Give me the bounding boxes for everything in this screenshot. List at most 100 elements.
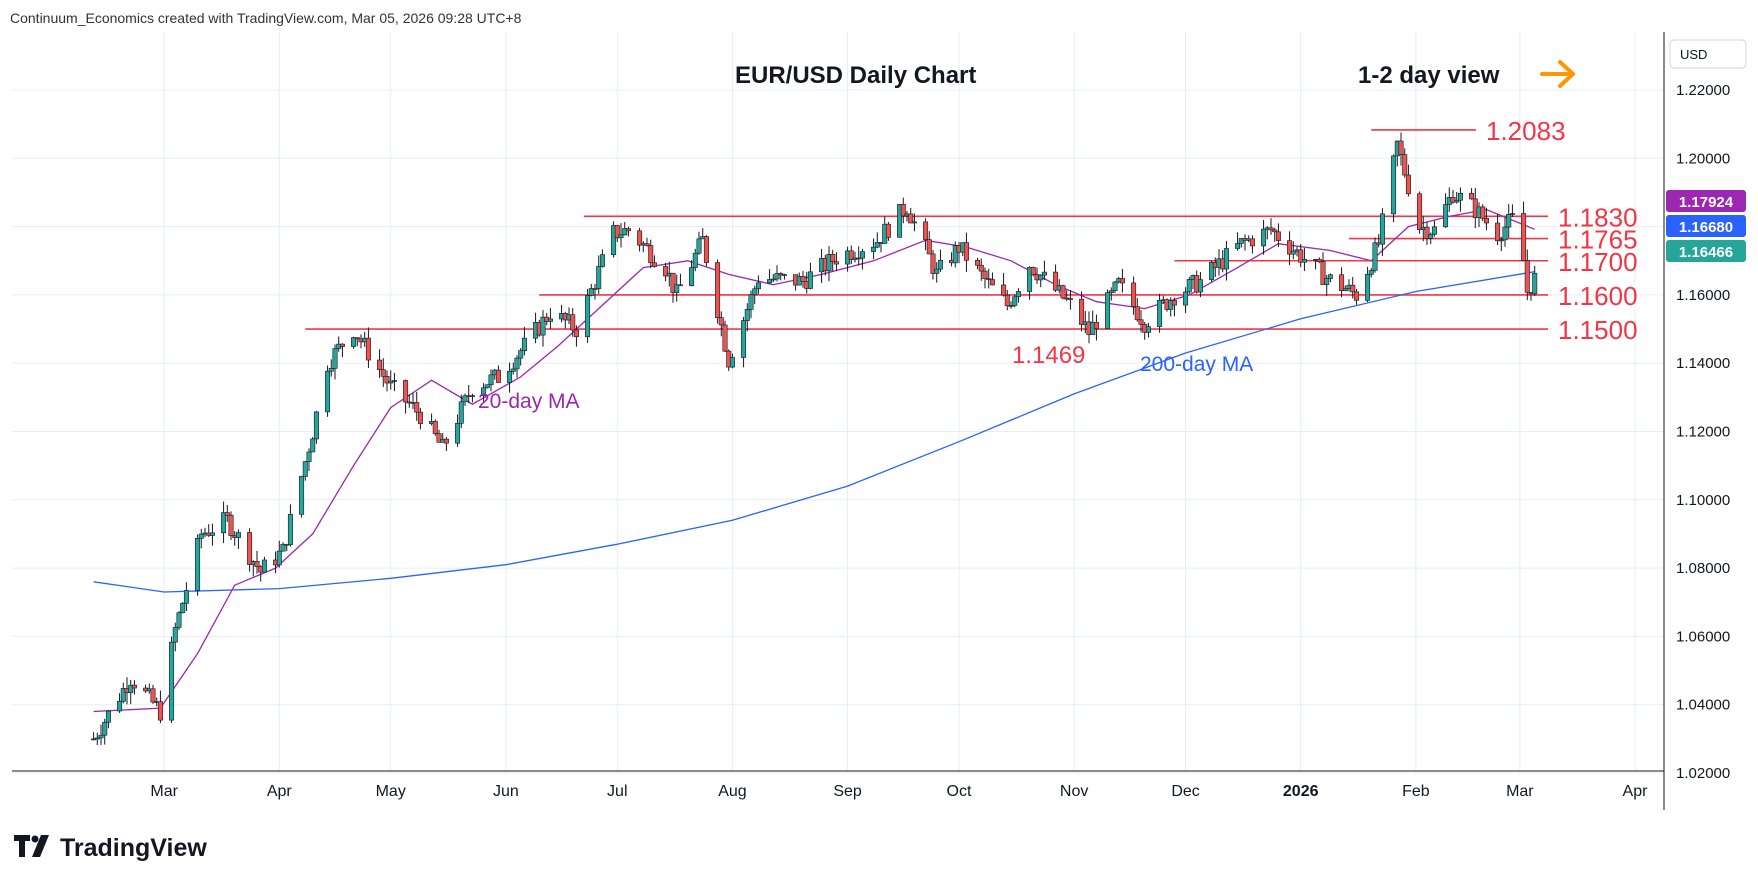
candle [670,272,676,303]
candle [176,611,182,631]
level-label: 1.1765 [1558,225,1638,255]
candle [1417,191,1423,234]
candle [254,550,260,574]
candle [982,267,988,289]
low-1469-label: 1.1469 [1012,342,1085,369]
candle [1038,274,1044,288]
candle [588,283,594,297]
y-tick-label: 1.20000 [1676,150,1730,167]
candle [1506,204,1512,238]
candle [1027,266,1033,300]
candle [1450,190,1456,204]
candle [677,273,683,287]
candle [614,224,620,243]
candle [1223,240,1229,281]
ma200-label: 200-day MA [1140,353,1253,376]
candle [302,460,308,481]
candle [826,246,832,282]
time-axis[interactable]: Mar Apr May Jun Jul Aug Sep Oct Nov Dec 2026 Feb Mar… [150,783,1648,800]
candle [637,227,643,252]
candle [462,393,468,406]
candle [975,257,981,270]
candle [276,540,282,568]
candle [339,343,345,358]
candle [752,285,758,305]
candle [923,218,929,251]
candle [1532,265,1538,297]
candle [871,238,877,260]
candle [774,265,780,282]
candle [414,391,420,421]
candle [1457,187,1463,212]
candle [306,448,312,472]
candle [209,523,215,546]
candle [963,232,969,273]
candle [1001,273,1007,297]
candle [585,289,591,344]
candle [1379,208,1385,256]
currency-box[interactable] [1669,39,1747,69]
tradingview-logo-icon [14,833,54,864]
x-tick-label: Feb [1402,783,1430,800]
candle [354,337,360,347]
candle [195,534,201,596]
candle [365,327,371,368]
candle [351,336,357,349]
candle [1365,266,1371,303]
candle [377,349,383,378]
candle [703,235,709,267]
attribution-text: Continuum_Economics created with Trading… [10,10,522,26]
x-tick-label: Apr [267,783,293,800]
candle [1249,235,1255,254]
candle [722,320,728,353]
candle [1145,322,1151,338]
candle [380,358,386,387]
candle [1327,273,1333,283]
candle [157,690,163,723]
candle [102,718,108,745]
candle [748,290,754,319]
candle [618,223,624,248]
ma200-line [93,271,1535,593]
chart-subtitle: 1-2 day view [1358,62,1500,89]
y-tick-label: 1.14000 [1676,355,1730,372]
candle [833,252,839,271]
candle [1209,260,1215,282]
candle [391,372,397,392]
candle [1235,232,1241,251]
candle [1134,297,1140,322]
candle [432,419,438,436]
candle [1030,266,1036,277]
candle [989,272,995,286]
level-label: 1.1830 [1558,202,1638,232]
candle [325,365,331,417]
candle [622,222,628,236]
price-badge [1666,215,1746,237]
candle [1431,220,1437,237]
y-tick-label: 1.02000 [1676,765,1730,782]
candle [98,724,104,745]
candle [388,370,394,390]
candle [1015,288,1021,303]
candle [611,221,617,258]
candle [1443,193,1449,228]
candle [573,325,579,347]
candle [1342,285,1348,292]
candle [651,255,657,268]
candle [183,582,189,611]
candle [1186,276,1192,294]
candle [510,362,516,375]
candle [1183,287,1189,313]
candle [885,221,891,241]
price-axis[interactable]: 1.220001.200001.180001.160001.140001.120… [1676,82,1730,782]
candle [1041,260,1047,280]
candle [1268,218,1274,235]
candle [770,274,776,283]
tradingview-logo[interactable]: TradingView [14,833,207,864]
candle [729,353,735,369]
right-arrow-icon [1540,60,1575,88]
candle [1197,271,1203,298]
candle [1316,257,1322,264]
level-label: 1.2083 [1486,116,1566,146]
